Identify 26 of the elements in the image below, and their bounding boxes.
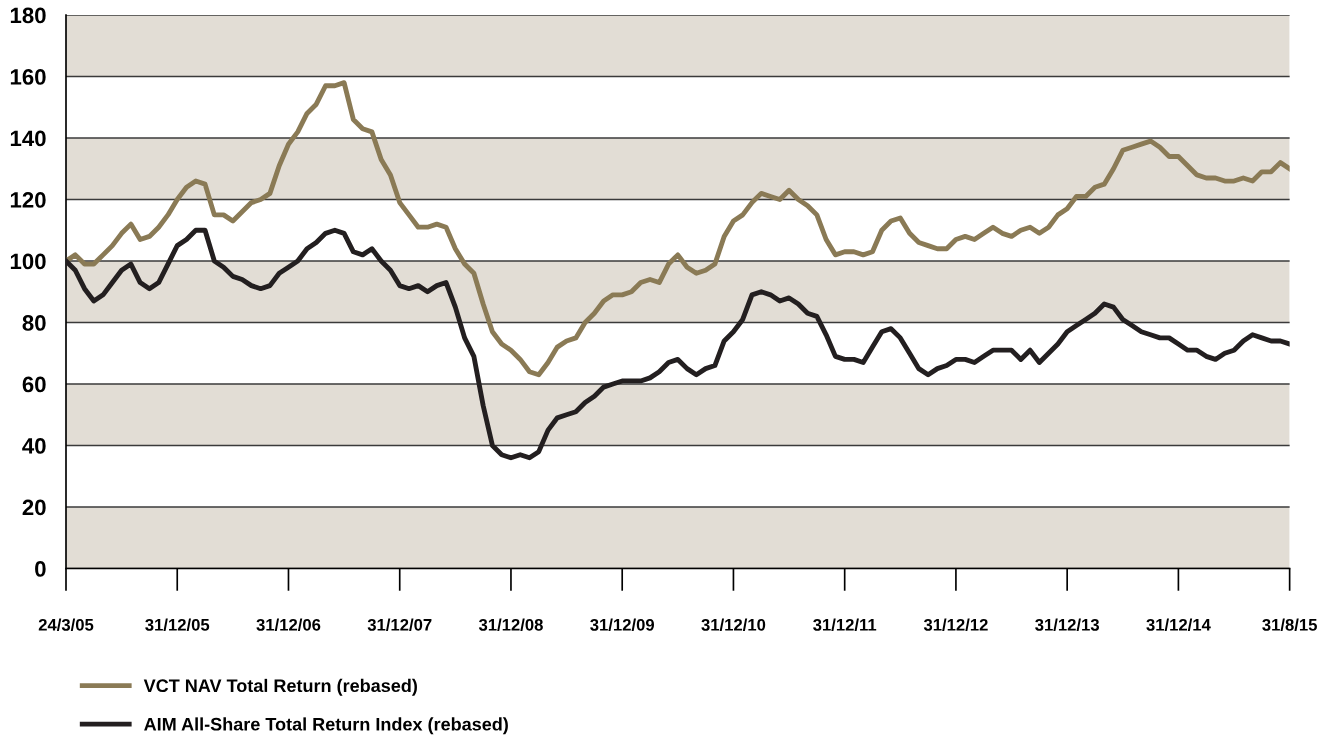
line-series <box>66 80 1290 378</box>
y-tick-label: 140 <box>10 130 46 147</box>
line-series <box>66 227 1290 461</box>
y-tick-label: 180 <box>10 7 46 24</box>
x-tick-label: 31/12/06 <box>256 618 321 631</box>
x-tick-label: 31/12/05 <box>145 618 210 631</box>
x-tick-label: 31/12/10 <box>701 618 766 631</box>
x-tick-label: 31/12/07 <box>367 618 432 631</box>
x-tick-label: 31/12/09 <box>590 618 655 631</box>
x-tick-label: 24/3/05 <box>38 618 94 631</box>
x-tick-label: 31/12/11 <box>813 618 877 631</box>
x-tick-label: 31/8/15 <box>1262 618 1317 631</box>
y-tick-label: 80 <box>22 315 46 331</box>
x-tick-label: 31/12/13 <box>1035 618 1099 631</box>
legend-label: VCT NAV Total Return (rebased) <box>143 678 417 696</box>
y-tick-label: 40 <box>22 438 46 454</box>
x-tick-label: 31/12/14 <box>1146 618 1211 631</box>
y-tick-label: 20 <box>22 499 46 516</box>
y-tick-label: 160 <box>10 69 46 85</box>
x-tick-label: 31/12/12 <box>923 618 988 631</box>
x-tick-label: 31/12/08 <box>478 618 543 631</box>
y-tick-label: 0 <box>35 561 46 577</box>
y-tick-label: 120 <box>10 192 46 208</box>
y-tick-label: 100 <box>10 253 46 270</box>
y-tick-label: 60 <box>22 376 46 393</box>
legend-label: AIM All-Share Total Return Index (rebased) <box>144 717 508 735</box>
